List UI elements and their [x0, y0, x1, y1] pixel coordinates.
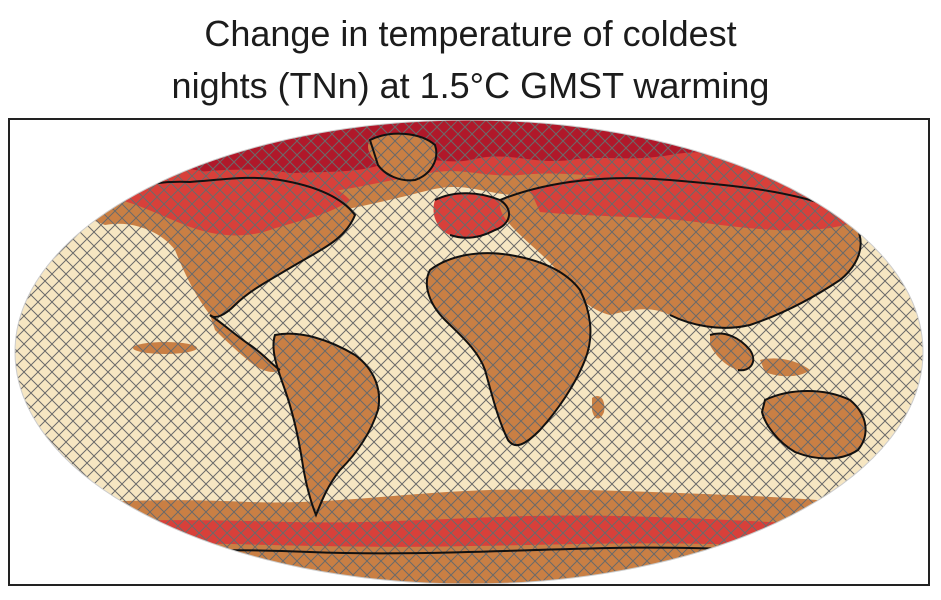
coast-africa: [425, 252, 592, 447]
globe: [15, 120, 923, 584]
globe-outline: [14, 120, 924, 584]
coast-australia: [760, 390, 867, 460]
coast-south-america: [272, 332, 381, 518]
map-title: Change in temperature of coldest nights …: [0, 8, 941, 112]
hatching-overlay: [15, 120, 923, 584]
title-line-2: nights (TNn) at 1.5°C GMST warming: [171, 65, 770, 106]
map-frame: [8, 118, 930, 586]
coast-southeast-asia: [709, 332, 755, 372]
world-map: [14, 120, 924, 584]
coast-greenland: [368, 132, 438, 182]
coast-central-america: [209, 314, 281, 371]
coast-north-america: [79, 176, 357, 318]
coast-europe: [434, 192, 510, 239]
title-line-1: Change in temperature of coldest: [204, 13, 737, 54]
